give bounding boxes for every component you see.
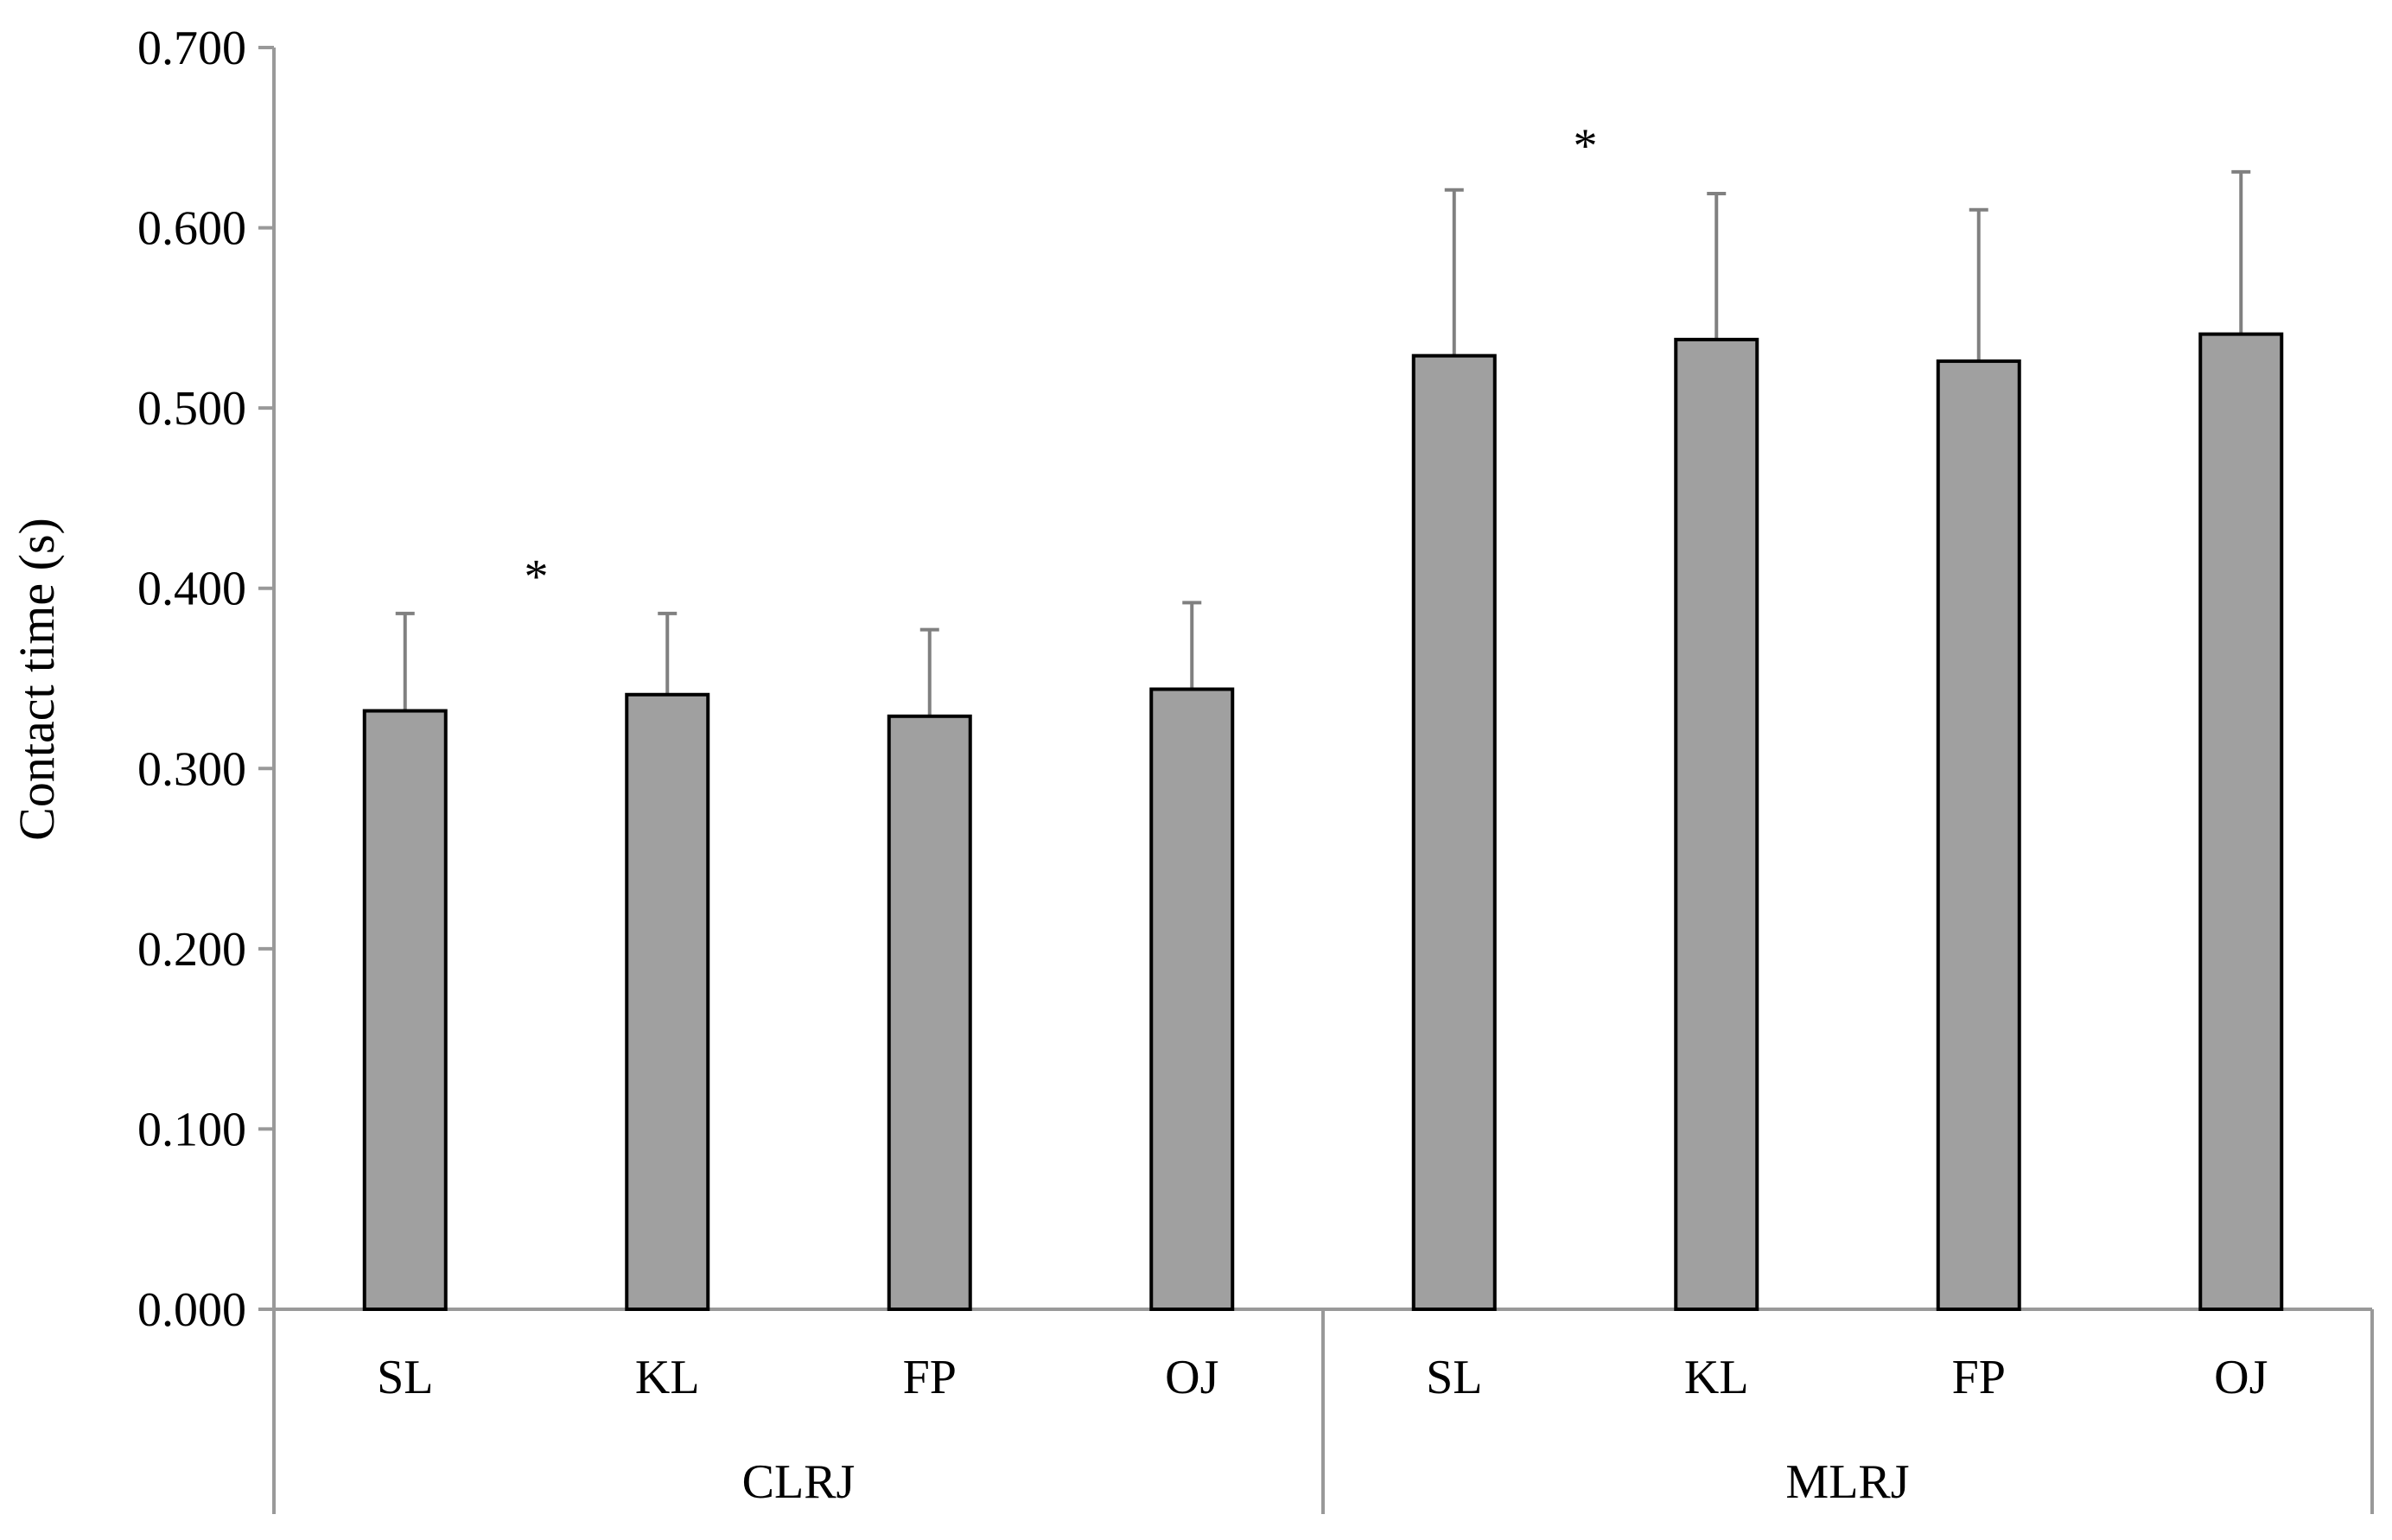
bar bbox=[1411, 353, 1497, 1312]
y-axis-title: Contact time (s) bbox=[9, 518, 65, 841]
y-tick-label: 0.300 bbox=[137, 742, 246, 796]
y-tick-label: 0.600 bbox=[137, 202, 246, 256]
group-label: CLRJ bbox=[742, 1455, 856, 1509]
bar bbox=[887, 714, 972, 1311]
category-label: SL bbox=[1426, 1351, 1482, 1404]
bar bbox=[2198, 332, 2284, 1312]
y-tick-label: 0.000 bbox=[137, 1283, 246, 1337]
bar bbox=[1936, 359, 2021, 1311]
category-label: OJ bbox=[1165, 1351, 1218, 1404]
bar bbox=[1149, 687, 1235, 1311]
bar bbox=[362, 709, 448, 1311]
category-label: OJ bbox=[2214, 1351, 2268, 1404]
x-axis bbox=[272, 1308, 2374, 1514]
category-label: SL bbox=[377, 1351, 433, 1404]
significance-marker: * bbox=[1574, 119, 1598, 173]
y-tick-label: 0.500 bbox=[137, 382, 246, 436]
bars bbox=[362, 169, 2284, 1312]
category-label: KL bbox=[1684, 1351, 1749, 1404]
y-tick-label: 0.400 bbox=[137, 563, 246, 616]
category-label: KL bbox=[635, 1351, 700, 1404]
y-tick-label: 0.700 bbox=[137, 22, 246, 75]
bar bbox=[625, 692, 710, 1311]
bar bbox=[1674, 337, 1759, 1311]
y-axis: 0.000 0.100 0.200 0.300 0.400 0.500 0.600 0.700 bbox=[137, 22, 276, 1337]
category-label: FP bbox=[1952, 1351, 2006, 1404]
group-label: MLRJ bbox=[1785, 1455, 1909, 1509]
category-label: FP bbox=[903, 1351, 957, 1404]
labels: SL KL FP OJ CLRJ * SL KL FP OJ MLRJ * bbox=[377, 119, 2268, 1509]
significance-marker: * bbox=[525, 550, 549, 603]
y-tick-label: 0.100 bbox=[137, 1103, 246, 1156]
y-tick-label: 0.200 bbox=[137, 923, 246, 977]
